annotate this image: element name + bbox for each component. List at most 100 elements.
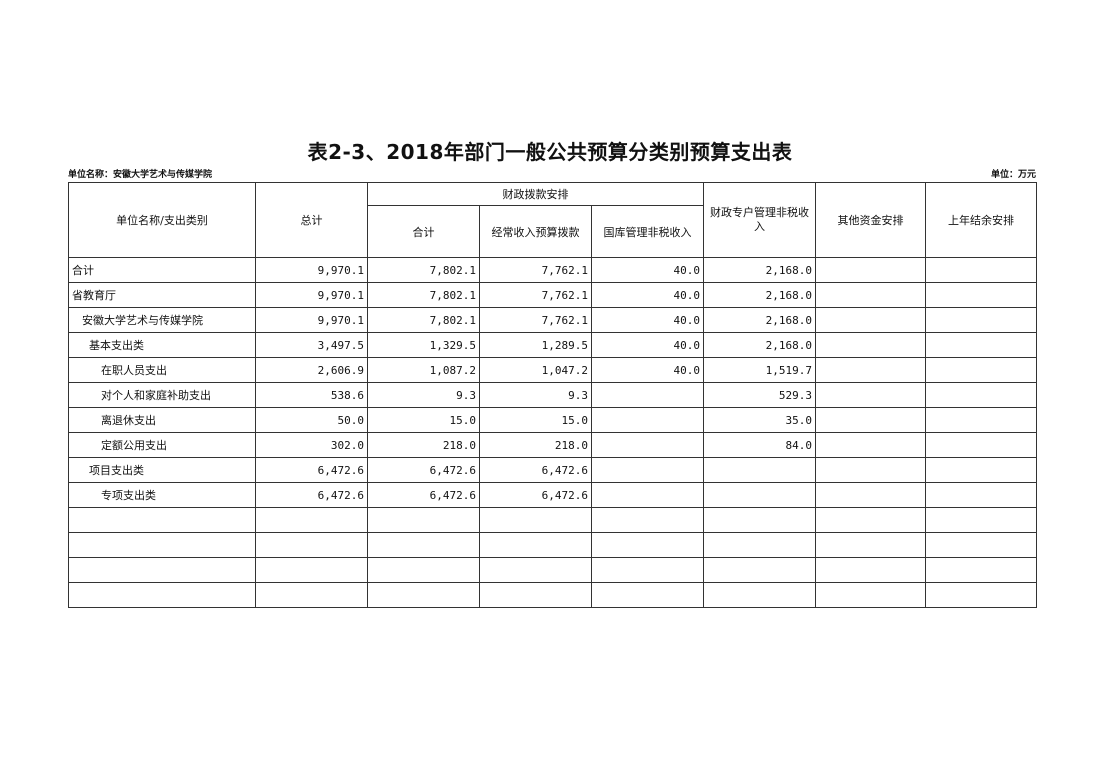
cell-special: 84.0 (703, 432, 817, 458)
cell-prior (925, 482, 1038, 508)
cell-total: 302.0 (255, 432, 368, 458)
cell-special: 35.0 (703, 407, 817, 433)
row-category: 定额公用支出 (68, 432, 256, 458)
cell-treasury: 40.0 (590, 282, 705, 308)
header-total: 总计 (255, 182, 368, 258)
cell-regular: 7,762.1 (479, 257, 592, 283)
table-row: 安徽大学艺术与传媒学院 9,970.1 7,802.1 7,762.1 40.0 2,16… (68, 307, 1038, 333)
header-special-nontax: 财政专户管理非税收入 (703, 182, 817, 258)
cell-subtotal: 15.0 (367, 407, 480, 433)
row-category: 基本支出类 (68, 332, 256, 358)
cell-total: 50.0 (255, 407, 368, 433)
cell-prior (925, 432, 1038, 458)
row-category: 专项支出类 (68, 482, 256, 508)
cell-other (815, 532, 927, 558)
cell-prior (925, 382, 1038, 408)
cell-other (815, 457, 927, 483)
cell-regular: 218.0 (479, 432, 592, 458)
cell-regular: 6,472.6 (479, 457, 592, 483)
unit-name-label: 单位名称：安徽大学艺术与传媒学院 (68, 170, 213, 180)
cell-treasury (590, 582, 705, 608)
cell-other (815, 307, 927, 333)
header-other-funds: 其他资金安排 (815, 182, 927, 258)
cell-total: 9,970.1 (255, 257, 368, 283)
header-fiscal-subtotal: 合计 (367, 205, 480, 258)
cell-other (815, 482, 927, 508)
currency-unit-label: 单位：万元 (990, 170, 1036, 180)
cell-prior (925, 307, 1038, 333)
cell-prior (925, 457, 1038, 483)
cell-total (255, 507, 368, 533)
row-category: 安徽大学艺术与传媒学院 (68, 307, 256, 333)
row-category (68, 582, 256, 608)
cell-treasury: 40.0 (590, 332, 705, 358)
cell-treasury (590, 557, 705, 583)
cell-treasury (590, 482, 705, 508)
header-category: 单位名称/支出类别 (68, 182, 256, 258)
row-category (68, 557, 256, 583)
header-regular-income: 经常收入预算拨款 (479, 205, 592, 258)
cell-regular (479, 507, 592, 533)
cell-total (255, 557, 368, 583)
row-category: 项目支出类 (68, 457, 256, 483)
cell-subtotal (367, 532, 480, 558)
cell-total: 9,970.1 (255, 282, 368, 308)
cell-other (815, 582, 927, 608)
cell-regular: 1,047.2 (479, 357, 592, 383)
cell-special: 2,168.0 (703, 307, 817, 333)
cell-subtotal (367, 507, 480, 533)
cell-special (703, 557, 817, 583)
cell-regular: 15.0 (479, 407, 592, 433)
table-row (68, 532, 1038, 558)
cell-total: 6,472.6 (255, 457, 368, 483)
table-row: 基本支出类 3,497.5 1,329.5 1,289.5 40.0 2,168.0 (68, 332, 1038, 358)
cell-total: 9,970.1 (255, 307, 368, 333)
cell-total: 3,497.5 (255, 332, 368, 358)
cell-regular: 6,472.6 (479, 482, 592, 508)
row-category: 对个人和家庭补助支出 (68, 382, 256, 408)
cell-other (815, 282, 927, 308)
table-row (68, 557, 1038, 583)
table-row: 定额公用支出 302.0 218.0 218.0 84.0 (68, 432, 1038, 458)
table-row: 对个人和家庭补助支出 538.6 9.3 9.3 529.3 (68, 382, 1038, 408)
cell-total (255, 532, 368, 558)
cell-other (815, 382, 927, 408)
cell-special: 529.3 (703, 382, 817, 408)
cell-special (703, 532, 817, 558)
cell-prior (925, 282, 1038, 308)
header-treasury-nontax: 国库管理非税收入 (590, 205, 705, 258)
cell-subtotal: 6,472.6 (367, 457, 480, 483)
cell-subtotal: 7,802.1 (367, 257, 480, 283)
cell-regular (479, 557, 592, 583)
cell-regular: 1,289.5 (479, 332, 592, 358)
cell-other (815, 557, 927, 583)
table-row: 合计 9,970.1 7,802.1 7,762.1 40.0 2,168.0 (68, 257, 1038, 283)
cell-total: 6,472.6 (255, 482, 368, 508)
cell-regular (479, 582, 592, 608)
cell-treasury (590, 432, 705, 458)
cell-special: 2,168.0 (703, 282, 817, 308)
table-row: 在职人员支出 2,606.9 1,087.2 1,047.2 40.0 1,519.7 (68, 357, 1038, 383)
row-category: 在职人员支出 (68, 357, 256, 383)
row-category: 离退休支出 (68, 407, 256, 433)
cell-special: 2,168.0 (703, 257, 817, 283)
cell-subtotal: 9.3 (367, 382, 480, 408)
cell-subtotal (367, 582, 480, 608)
table-row: 项目支出类 6,472.6 6,472.6 6,472.6 (68, 457, 1038, 483)
cell-other (815, 357, 927, 383)
header-prior-year: 上年结余安排 (925, 182, 1038, 258)
cell-subtotal: 7,802.1 (367, 307, 480, 333)
cell-other (815, 432, 927, 458)
cell-special (703, 507, 817, 533)
document-title: 表2-3、2018年部门一般公共预算分类别预算支出表 (307, 140, 793, 164)
cell-treasury (590, 532, 705, 558)
cell-total: 538.6 (255, 382, 368, 408)
table-row (68, 582, 1038, 608)
cell-subtotal: 1,087.2 (367, 357, 480, 383)
cell-regular: 7,762.1 (479, 282, 592, 308)
cell-special: 2,168.0 (703, 332, 817, 358)
cell-subtotal: 1,329.5 (367, 332, 480, 358)
cell-special (703, 582, 817, 608)
cell-prior (925, 507, 1038, 533)
cell-prior (925, 357, 1038, 383)
